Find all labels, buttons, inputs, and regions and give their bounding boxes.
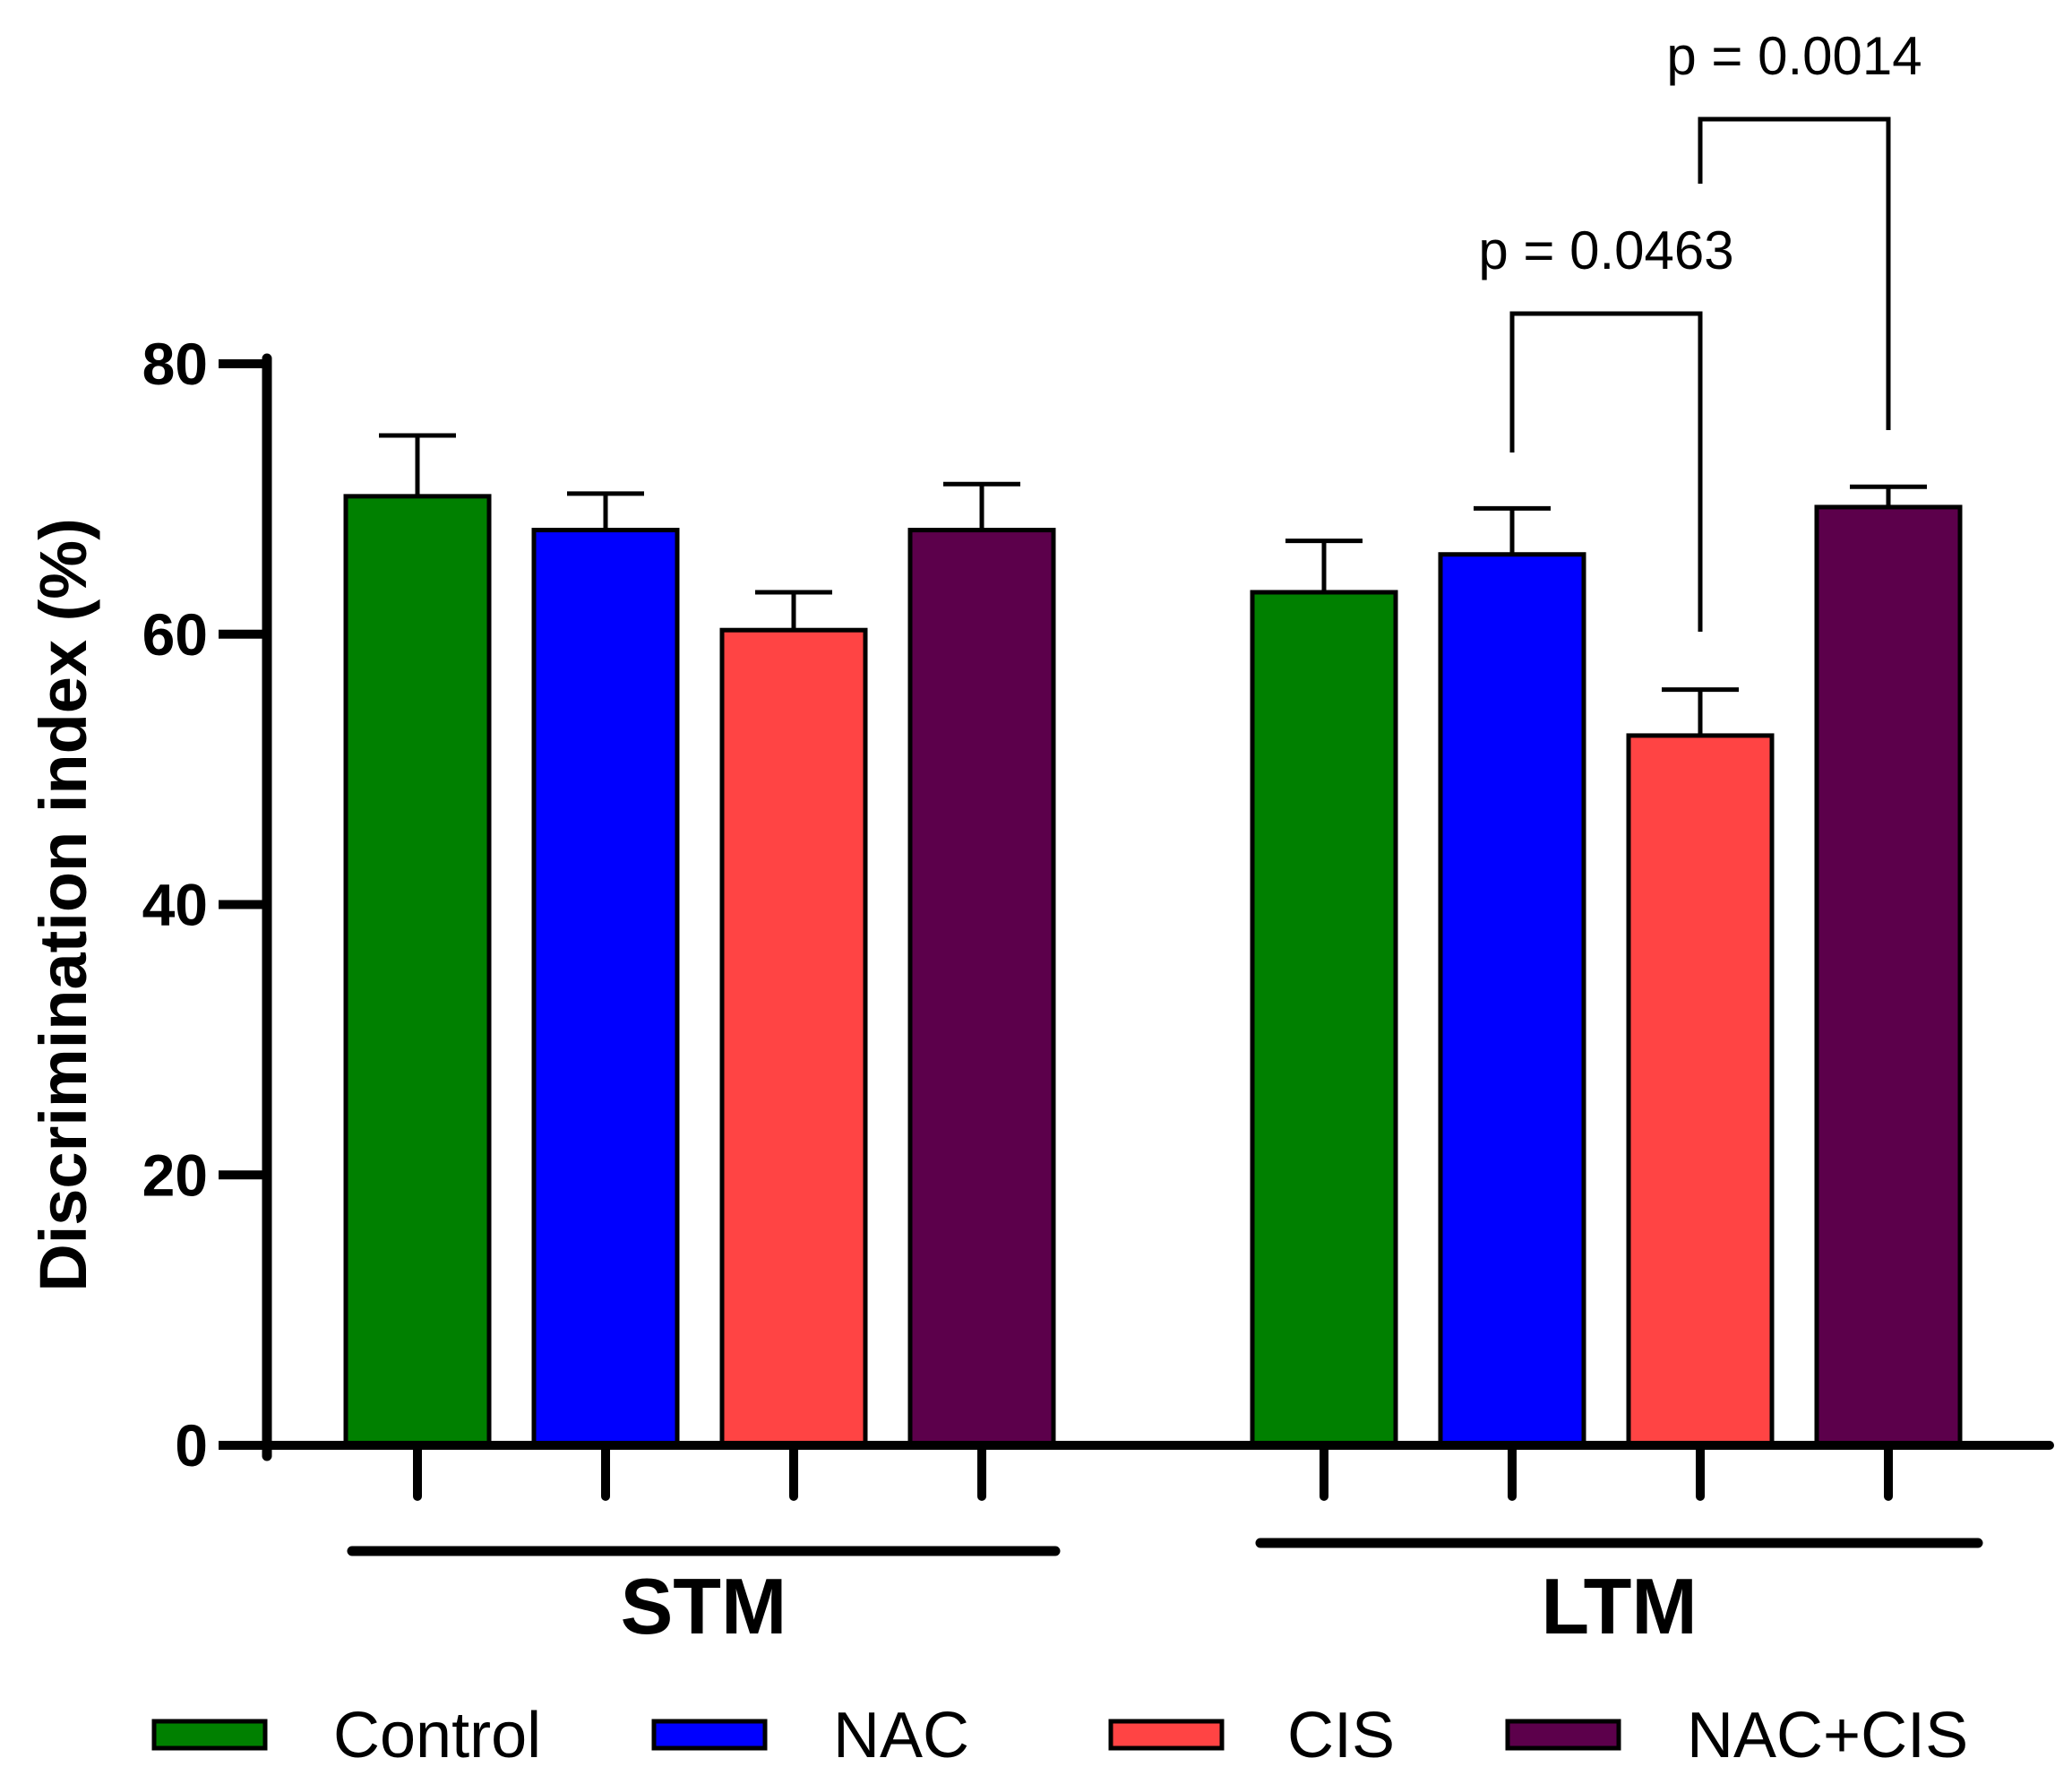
legend-label-cis: CIS (1287, 1700, 1395, 1771)
legend-swatch-cis (1108, 1719, 1225, 1751)
significance-bracket-2 (1698, 116, 1891, 430)
bar-ltm-cis (1626, 733, 1775, 1448)
legend-swatch-nac-cis (1505, 1719, 1621, 1751)
bar-stm-nac-cis (907, 528, 1056, 1448)
y-tick-label-0: 0 (175, 1412, 208, 1478)
p-value-label-2: p = 0.0014 (1666, 26, 1922, 86)
legend-swatch-nac (651, 1719, 768, 1751)
bar-stm-nac (531, 528, 680, 1448)
y-tick-label-60: 60 (142, 601, 208, 668)
significance-bracket-1 (1509, 311, 1703, 632)
group-label-ltm: LTM (1541, 1562, 1697, 1650)
y-axis-title: Discrimination index (%) (26, 518, 100, 1291)
y-tick-label-40: 40 (142, 872, 208, 938)
y-tick-label-80: 80 (142, 331, 208, 397)
p-value-label-1: p = 0.0463 (1478, 220, 1733, 280)
bar-stm-control (343, 494, 492, 1448)
legend-label-nac: NAC (833, 1700, 969, 1771)
bar-ltm-control (1250, 590, 1398, 1448)
group-label-stm: STM (621, 1562, 787, 1650)
legend-label-nac-cis: NAC+CIS (1687, 1700, 1968, 1771)
y-tick-label-20: 20 (142, 1142, 208, 1208)
bar-ltm-nac (1438, 552, 1586, 1448)
legend-swatch-control (151, 1719, 268, 1751)
bar-ltm-nac-cis (1814, 504, 1963, 1448)
legend-label-control: Control (333, 1700, 541, 1771)
bar-stm-cis (719, 627, 868, 1448)
